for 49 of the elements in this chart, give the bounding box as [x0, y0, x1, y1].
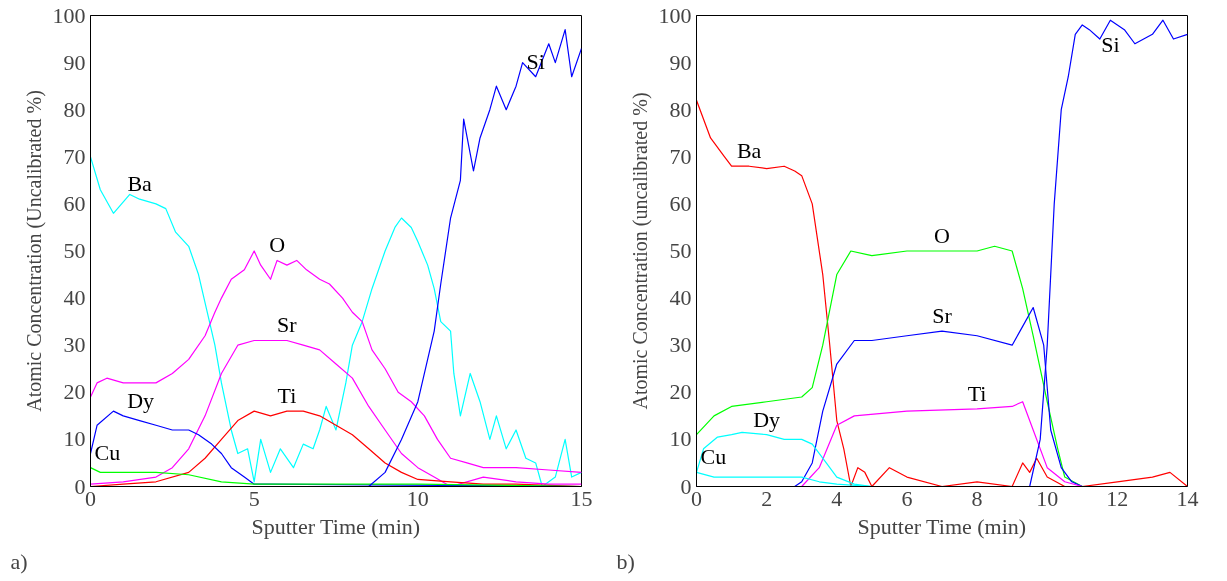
- series-label: O: [269, 232, 286, 258]
- series-label: Ba: [736, 138, 762, 164]
- y-tick-label: 40: [63, 285, 86, 311]
- y-axis-title: Atomic Concentration (Uncalibrated %): [22, 90, 46, 412]
- series-label: Dy: [127, 387, 155, 413]
- x-tick-label: 6: [901, 485, 913, 511]
- y-tick-label: 30: [63, 332, 86, 358]
- x-tick-label: 10: [406, 485, 429, 511]
- x-tick-label: 8: [971, 485, 983, 511]
- x-tick-label: 14: [1176, 485, 1199, 511]
- y-tick-label: 40: [669, 285, 692, 311]
- series-label: Ti: [277, 383, 297, 409]
- series-label: Dy: [753, 406, 781, 432]
- y-tick-label: 20: [669, 379, 692, 405]
- y-tick-label: 90: [63, 49, 86, 75]
- y-tick-label: 50: [63, 238, 86, 263]
- series-label: Sr: [932, 303, 953, 329]
- y-tick-label: 80: [63, 96, 86, 122]
- y-tick-label: 100: [658, 2, 692, 28]
- y-tick-label: 90: [669, 49, 692, 75]
- y-tick-label: 80: [669, 96, 692, 122]
- x-tick-label: 12: [1106, 485, 1129, 511]
- text: b): [616, 548, 635, 574]
- y-tick-label: 10: [63, 426, 86, 452]
- series-label: Cu: [700, 444, 727, 470]
- x-tick-label: 15: [570, 485, 593, 511]
- y-tick-label: 60: [669, 190, 692, 216]
- x-axis-title: Sputter Time (min): [251, 513, 421, 539]
- text: a): [10, 548, 28, 574]
- y-tick-label: 70: [63, 143, 86, 169]
- series-label: Sr: [277, 312, 298, 338]
- series-label: Cu: [94, 439, 121, 465]
- x-tick-label: 4: [831, 485, 843, 511]
- y-axis-title: Atomic Concentration (uncalibrated %): [628, 92, 652, 410]
- series-label: O: [934, 223, 950, 248]
- x-tick-label: 2: [761, 485, 773, 511]
- y-tick-label: 100: [52, 2, 86, 28]
- series-label: Ba: [127, 171, 153, 197]
- y-tick-label: 50: [669, 238, 692, 263]
- x-tick-label: 10: [1036, 485, 1059, 511]
- y-tick-label: 20: [63, 379, 86, 405]
- y-tick-label: 70: [669, 143, 692, 169]
- series-label: Ti: [967, 380, 987, 406]
- x-tick-label: 5: [248, 485, 260, 511]
- y-tick-label: 10: [669, 426, 692, 452]
- y-tick-label: 30: [669, 332, 692, 358]
- x-axis-title: Sputter Time (min): [857, 513, 1027, 539]
- y-tick-label: 60: [63, 190, 86, 216]
- series-label: Si: [1101, 32, 1120, 58]
